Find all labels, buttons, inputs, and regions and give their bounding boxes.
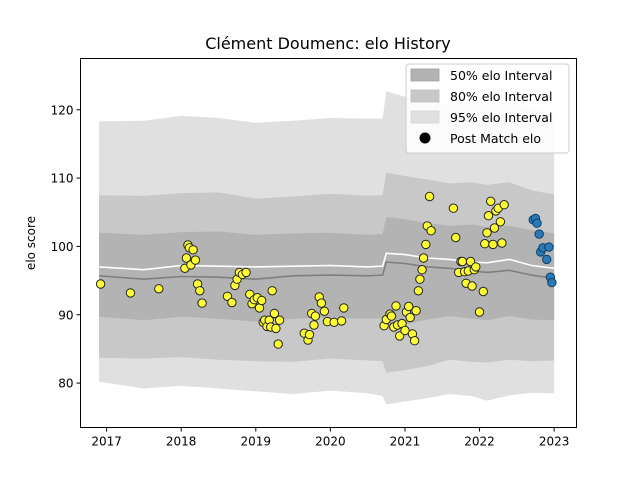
data-point — [95, 279, 106, 289]
data-point — [257, 295, 267, 306]
x-tick-label: 2019 — [241, 435, 272, 449]
chart-title: Clément Doumenc: elo History — [205, 34, 451, 53]
data-point — [241, 267, 251, 278]
data-point — [421, 239, 431, 250]
data-point — [181, 253, 192, 263]
data-point — [386, 311, 397, 321]
elo-lines — [99, 252, 555, 281]
x-tick-label: 2022 — [464, 435, 495, 449]
y-tick-label: 120 — [51, 103, 74, 117]
median-elo-line — [99, 252, 555, 271]
data-point — [467, 281, 477, 291]
data-point — [495, 217, 506, 227]
x-tick-label: 2021 — [390, 435, 421, 449]
x-axis: 2017 2018 2019 2020 2021 2022 2023 — [91, 427, 570, 449]
data-point — [310, 311, 321, 321]
mean-elo-line — [99, 261, 555, 281]
data-point — [309, 320, 319, 330]
data-point — [267, 286, 277, 296]
data-point — [489, 223, 500, 233]
data-point — [534, 229, 544, 239]
y-tick-label: 80 — [58, 377, 73, 391]
data-point — [319, 306, 330, 316]
legend-swatch-95 — [410, 110, 440, 124]
data-point — [542, 254, 552, 265]
data-point — [482, 228, 492, 238]
data-point — [125, 288, 136, 298]
x-tick-label: 2017 — [91, 435, 122, 449]
x-tick-label: 2020 — [315, 435, 346, 449]
data-point — [273, 339, 283, 349]
data-point — [486, 196, 496, 207]
legend-label-95: 95% elo Interval — [450, 110, 552, 125]
data-point — [480, 239, 490, 249]
data-point — [417, 265, 427, 275]
legend-swatch-80 — [410, 89, 440, 103]
data-point — [409, 336, 420, 346]
band-50-interval — [99, 217, 555, 327]
x-tick-label: 2023 — [539, 435, 570, 449]
legend-box — [405, 63, 570, 154]
data-point — [391, 301, 401, 311]
data-point — [190, 255, 201, 265]
data-point — [426, 226, 436, 236]
legend: 50% elo Interval 80% elo Interval 95% el… — [405, 63, 570, 154]
data-point — [222, 291, 233, 301]
legend-marker-post-match — [419, 132, 431, 144]
legend-swatch-50 — [410, 68, 440, 82]
y-tick-label: 110 — [51, 172, 74, 186]
data-point — [532, 218, 542, 228]
data-point — [195, 286, 205, 296]
data-point — [405, 312, 415, 323]
data-point — [413, 286, 424, 296]
post-match-points — [95, 191, 557, 349]
data-point — [474, 307, 485, 317]
data-point — [418, 253, 429, 263]
data-point — [336, 316, 347, 326]
data-point — [339, 303, 349, 313]
data-point — [197, 298, 207, 308]
data-point — [316, 298, 327, 308]
data-point — [411, 306, 421, 316]
plot-area — [80, 58, 577, 428]
legend-label-80: 80% elo Interval — [450, 89, 552, 104]
data-point — [544, 242, 554, 252]
data-point — [488, 239, 498, 250]
data-point — [471, 262, 481, 272]
data-point — [451, 232, 461, 243]
legend-label-50: 50% elo Interval — [450, 68, 552, 83]
y-axis: 80 90 100 110 120 — [51, 103, 81, 391]
x-tick-label: 2018 — [166, 435, 197, 449]
data-point — [404, 301, 414, 312]
data-point — [329, 317, 339, 327]
data-point — [227, 297, 237, 308]
data-point — [154, 284, 164, 294]
interval-bands — [99, 91, 555, 405]
plot-frame — [80, 58, 577, 428]
data-point — [188, 245, 198, 255]
y-axis-label: elo score — [24, 216, 38, 270]
data-point — [478, 286, 488, 297]
data-point — [271, 323, 281, 334]
data-point — [547, 277, 557, 288]
y-tick-label: 100 — [51, 240, 74, 254]
data-point — [497, 238, 507, 248]
data-point — [424, 191, 435, 202]
y-tick-label: 90 — [58, 308, 73, 322]
data-point — [415, 274, 425, 284]
data-point — [304, 329, 315, 340]
data-point — [448, 203, 459, 213]
data-point — [483, 211, 494, 221]
data-point — [457, 256, 468, 267]
data-point — [274, 315, 285, 325]
legend-label-post-match: Post Match elo — [450, 131, 541, 146]
data-point — [499, 200, 509, 210]
data-point — [269, 308, 280, 319]
